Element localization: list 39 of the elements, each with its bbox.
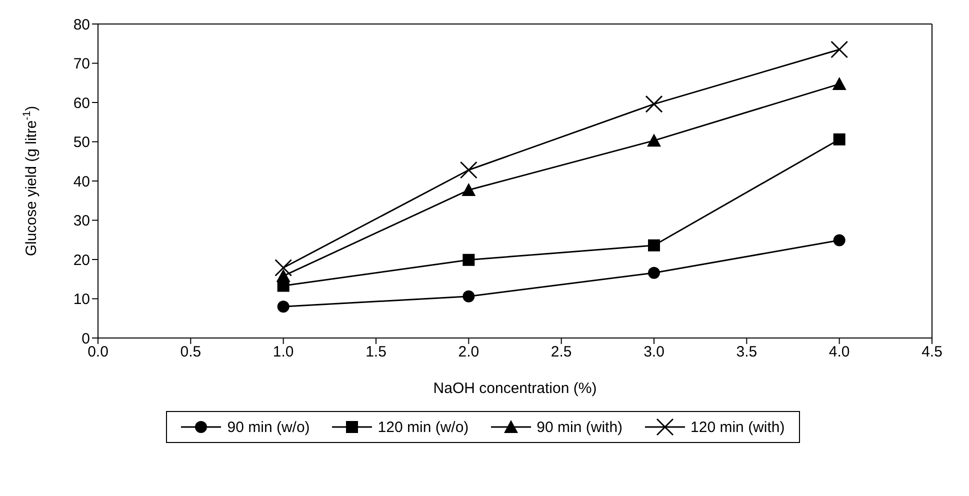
x-tick-label: 3.0 bbox=[644, 344, 664, 361]
point bbox=[462, 183, 476, 196]
point bbox=[460, 161, 478, 179]
legend-label: 90 min (with) bbox=[536, 418, 623, 436]
point bbox=[832, 77, 846, 90]
point bbox=[833, 234, 846, 246]
x-tick-label: 1.5 bbox=[366, 344, 386, 361]
point bbox=[462, 290, 475, 302]
x-tick-label: 2.0 bbox=[458, 344, 480, 361]
x-axis-title: NaOH concentration (%) bbox=[433, 380, 597, 397]
y-tick-label: 10 bbox=[73, 291, 90, 308]
x-tick-label: 2.5 bbox=[550, 344, 572, 361]
x-tick-label: 0.5 bbox=[180, 344, 202, 361]
x-tick-label: 0.0 bbox=[88, 344, 108, 361]
y-tick-label: 60 bbox=[73, 94, 90, 112]
point bbox=[648, 239, 660, 252]
x-tick-label: 1.0 bbox=[272, 344, 294, 361]
x-tick-label: 4.0 bbox=[828, 344, 850, 361]
y-tick-label: 40 bbox=[73, 173, 90, 190]
y-tick-label: 20 bbox=[73, 252, 90, 269]
point bbox=[648, 266, 660, 279]
point bbox=[645, 95, 663, 113]
point bbox=[830, 40, 848, 58]
point bbox=[274, 258, 292, 276]
legend-label: 90 min (w/o) bbox=[227, 418, 310, 436]
point bbox=[462, 254, 475, 266]
y-tick-label: 50 bbox=[73, 134, 90, 152]
legend-label: 120 min (with) bbox=[690, 418, 785, 436]
y-tick-label: 0 bbox=[82, 330, 90, 348]
point bbox=[647, 134, 661, 147]
y-tick-label: 70 bbox=[73, 56, 90, 73]
x-tick-label: 3.5 bbox=[736, 344, 758, 361]
x-tick-label: 4.5 bbox=[922, 344, 942, 361]
y-tick-label: 30 bbox=[73, 212, 90, 230]
point bbox=[833, 133, 846, 146]
point bbox=[276, 268, 290, 282]
y-tick-label: 80 bbox=[73, 16, 90, 34]
point bbox=[277, 300, 290, 313]
legend-label: 120 min (w/o) bbox=[378, 418, 469, 436]
